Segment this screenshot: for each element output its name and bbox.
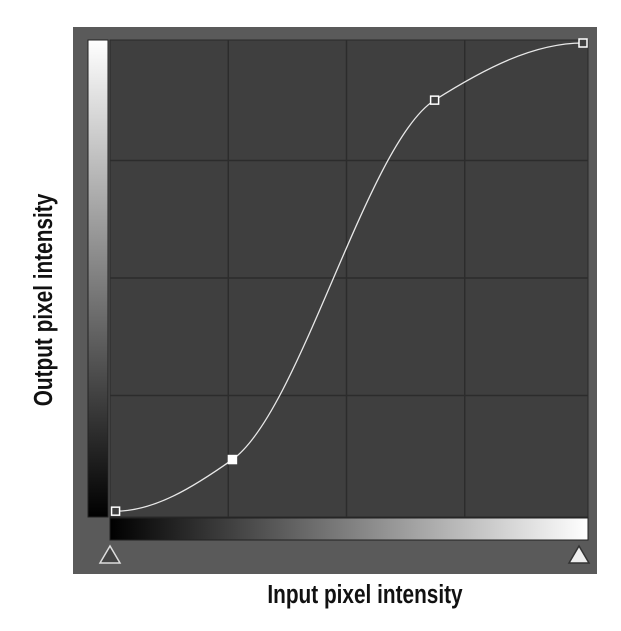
input-gradient <box>109 517 589 541</box>
black-point-slider[interactable] <box>98 544 122 564</box>
y-axis-label: Output pixel intensity <box>29 194 58 407</box>
control-point[interactable] <box>227 454 238 465</box>
white-point-slider[interactable] <box>567 544 591 564</box>
control-point[interactable] <box>578 38 588 48</box>
plot-area[interactable] <box>109 38 589 518</box>
curve <box>115 42 584 512</box>
output-gradient <box>87 39 109 518</box>
control-point[interactable] <box>110 506 121 516</box>
control-point[interactable] <box>429 95 440 105</box>
x-axis-label: Input pixel intensity <box>267 580 462 609</box>
